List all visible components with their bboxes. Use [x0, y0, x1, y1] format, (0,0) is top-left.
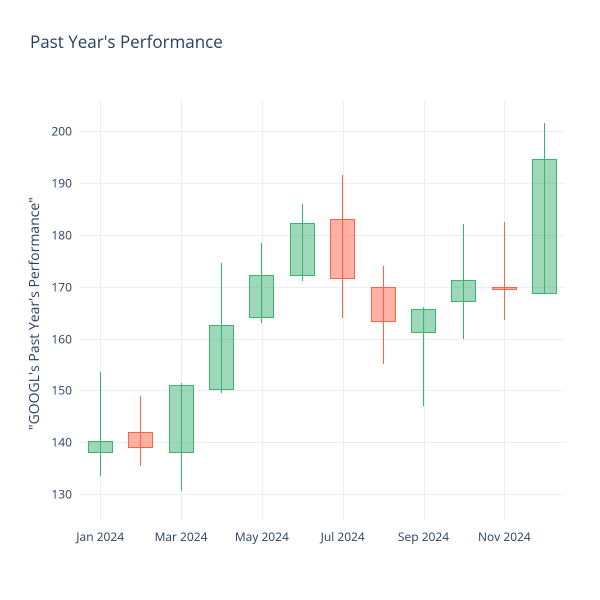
x-tick-label: Jul 2024	[321, 528, 365, 545]
y-tick-label: 160	[32, 330, 72, 347]
gridline-horizontal	[80, 131, 565, 132]
x-tick-label: Jan 2024	[76, 528, 124, 545]
chart-title: Past Year's Performance	[30, 30, 223, 53]
candle-body	[411, 309, 436, 333]
candle-body	[209, 325, 234, 391]
candle-body	[249, 275, 274, 318]
gridline-horizontal	[80, 339, 565, 340]
gridline-horizontal	[80, 183, 565, 184]
candle-body	[290, 223, 315, 276]
candle-body	[330, 219, 355, 279]
candle-body	[371, 287, 396, 323]
y-tick-label: 180	[32, 226, 72, 243]
gridline-horizontal	[80, 235, 565, 236]
candle-body	[532, 159, 557, 295]
candle-wick	[504, 222, 505, 321]
x-tick-label: Mar 2024	[155, 528, 208, 545]
x-tick-label: May 2024	[235, 528, 289, 545]
y-tick-label: 130	[32, 486, 72, 503]
y-tick-label: 150	[32, 382, 72, 399]
y-tick-label: 190	[32, 174, 72, 191]
gridline-horizontal	[80, 494, 565, 495]
candle-wick	[100, 372, 101, 476]
chart-frame: Past Year's Performance "GOOGL's Past Ye…	[0, 0, 600, 600]
gridline-horizontal	[80, 390, 565, 391]
y-tick-label: 170	[32, 278, 72, 295]
plot-area	[80, 100, 565, 520]
x-tick-label: Nov 2024	[478, 528, 531, 545]
y-tick-label: 200	[32, 123, 72, 140]
candle-body	[492, 287, 517, 291]
candle-body	[88, 441, 113, 453]
candle-body	[451, 280, 476, 302]
candle-body	[169, 385, 194, 452]
y-tick-label: 140	[32, 434, 72, 451]
candle-body	[128, 432, 153, 449]
x-tick-label: Sep 2024	[398, 528, 449, 545]
candle-wick	[140, 396, 141, 466]
